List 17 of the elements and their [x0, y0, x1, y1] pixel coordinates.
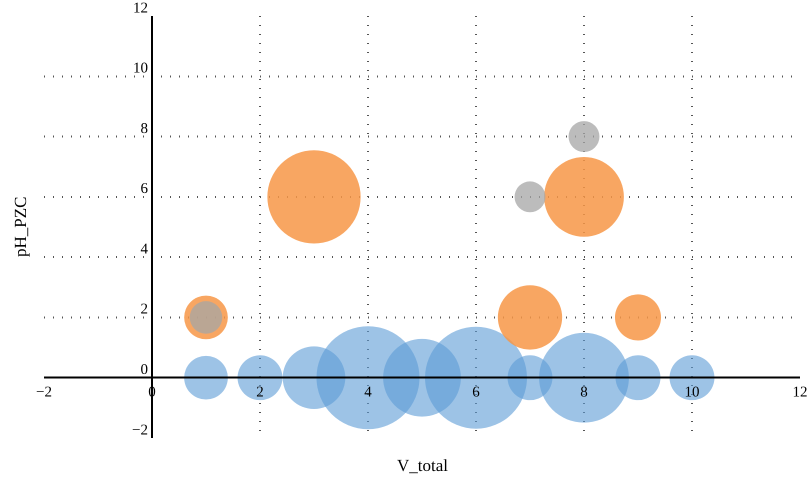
- y-axis-title: pH_PZC: [11, 196, 30, 257]
- y-tick-label: 0: [140, 362, 148, 378]
- y-tick-label: 8: [140, 120, 148, 137]
- x-tick-label: 12: [792, 384, 808, 401]
- x-axis-title: V_total: [397, 456, 448, 475]
- x-tick-label: 6: [472, 384, 480, 401]
- x-tick-label: 2: [256, 384, 264, 401]
- x-tick-label: 4: [364, 384, 372, 401]
- x-tick-label: −2: [36, 384, 52, 401]
- y-tick-label: 12: [133, 0, 148, 16]
- y-tick-label: 10: [133, 60, 148, 77]
- y-tick-label: −2: [132, 422, 148, 438]
- y-tick-label: 2: [140, 302, 148, 318]
- x-tick-label: 10: [684, 384, 700, 401]
- x-tick-label: 8: [580, 384, 588, 401]
- y-tick-label: 4: [140, 241, 148, 258]
- y-tick-label: 6: [140, 181, 148, 198]
